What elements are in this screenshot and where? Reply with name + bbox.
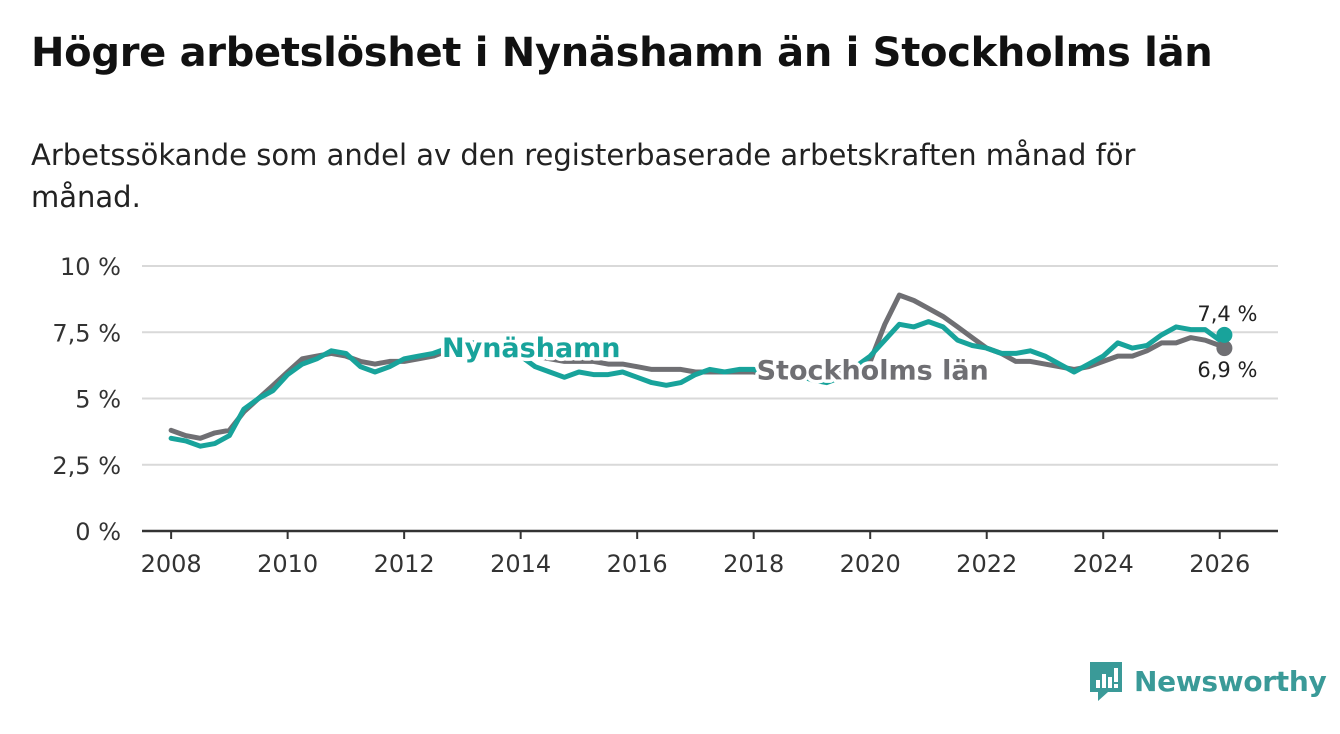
y-axis-ticks: 0 % 2,5 % 5 % 7,5 % 10 % [52,253,121,546]
y-tick-label: 0 % [75,518,121,546]
x-tick-label: 2022 [956,550,1017,578]
x-tick-label: 2018 [723,550,784,578]
end-point-nyn-shamn [1216,326,1233,343]
x-tick-label: 2010 [257,550,318,578]
chart-title: Högre arbetslöshet i Nynäshamn än i Stoc… [31,30,1213,76]
brand-name: Newsworthy [1134,664,1327,698]
x-tick-label: 2014 [490,550,551,578]
y-tick-label: 7,5 % [52,319,121,347]
newsworthy-logo-icon [1090,662,1122,701]
x-axis: 2008 2010 2012 2014 2016 2018 2020 2022 2024 2026 [141,529,1278,578]
y-tick-label: 5 % [75,386,121,414]
x-tick-label: 2026 [1189,550,1250,578]
x-tick-label: 2008 [141,550,202,578]
end-point-stockholms-l-n [1216,340,1233,357]
series-line-nyn-shamn [168,319,1227,449]
y-tick-label: 2,5 % [52,452,121,480]
chart-subtitle: Arbetssökande som andel av den registerb… [31,138,1136,214]
series-label-stockholms-l-n: Stockholms län [757,355,989,386]
end-markers: 6,9 % 7,4 % [1197,302,1257,382]
x-tick-label: 2012 [374,550,435,578]
end-label-stockholms-l-n: 6,9 % [1197,358,1257,382]
end-label-nyn-shamn: 7,4 % [1197,302,1257,326]
y-tick-label: 10 % [60,253,121,281]
series-label-nyn-shamn: Nynäshamn [442,333,621,364]
x-tick-label: 2020 [840,550,901,578]
x-tick-label: 2016 [607,550,668,578]
x-tick-label: 2024 [1073,550,1134,578]
series-lines [168,292,1227,449]
series-labels: Stockholms län Nynäshamn [439,329,993,390]
grid-lines [142,265,1278,466]
newsworthy-logo[interactable]: Newsworthy [1088,660,1327,702]
